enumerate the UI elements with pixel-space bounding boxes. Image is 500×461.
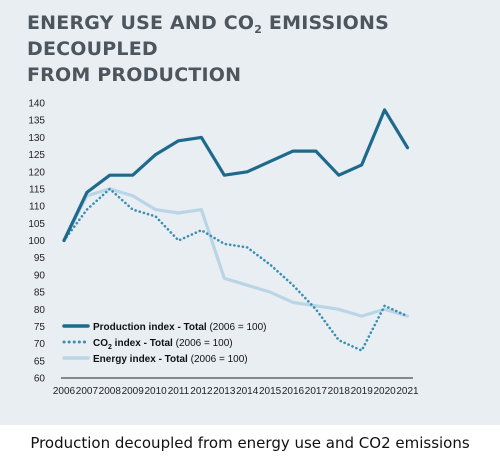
- title-line1-part1: ENERGY USE AND CO: [27, 12, 255, 34]
- x-tick-label: 2014: [236, 386, 259, 397]
- y-tick-label: 135: [28, 116, 45, 127]
- x-tick-label: 2011: [168, 386, 190, 397]
- title-line1-part2: EMISSIONS DECOUPLED: [27, 12, 390, 60]
- y-tick-label: 90: [34, 270, 46, 281]
- legend-label-production: Production index - Total (2006 = 100): [93, 322, 266, 333]
- legend-label-co2: CO2 index - Total (2006 = 100): [93, 338, 233, 351]
- legend-production-base: (2006 = 100): [207, 322, 267, 333]
- y-tick-label: 120: [28, 167, 45, 178]
- y-tick-label: 115: [29, 184, 45, 195]
- title-line2: FROM PRODUCTION: [27, 64, 242, 86]
- x-tick-label: 2012: [190, 386, 213, 397]
- legend-energy-base: (2006 = 100): [188, 354, 248, 365]
- series-line-production: [62, 108, 410, 243]
- y-tick-label: 85: [34, 288, 46, 299]
- y-tick-label: 105: [28, 219, 45, 230]
- y-tick-label: 100: [28, 236, 45, 247]
- x-tick-label: 2006: [53, 386, 76, 397]
- x-tick-label: 2008: [99, 386, 122, 397]
- y-tick-label: 80: [34, 305, 46, 316]
- y-tick-label: 70: [34, 339, 46, 350]
- series-lines: [62, 108, 410, 352]
- title-subscript: 2: [254, 23, 263, 36]
- y-tick-label: 60: [34, 374, 46, 385]
- line-chart: 60 65 70 75 80 85 90 95 100 105 110 115 120 125 130 135…: [28, 99, 419, 398]
- x-tick-label: 2010: [144, 386, 167, 397]
- x-tick-label: 2020: [373, 386, 396, 397]
- x-tick-label: 2016: [282, 386, 305, 397]
- legend-energy-name: Energy index - Total: [93, 354, 188, 365]
- x-tick-labels: 2006 2007 2008 2009 2010 2011 2012 2013 2014 2015…: [53, 386, 419, 397]
- y-tick-label: 65: [34, 356, 46, 367]
- y-tick-labels: 60 65 70 75 80 85 90 95 100 105 110 115 120 125 130 135…: [28, 99, 45, 385]
- chart-title: ENERGY USE AND CO2 EMISSIONS DECOUPLED FR…: [27, 10, 487, 88]
- y-tick-label: 125: [28, 150, 45, 161]
- legend-item-production: Production index - Total (2006 = 100): [62, 322, 266, 333]
- legend-item-co2: CO2 index - Total (2006 = 100): [62, 338, 233, 351]
- y-tick-label: 130: [28, 133, 45, 144]
- legend-production-name: Production index - Total: [93, 322, 207, 333]
- legend-co2-name-part1: CO: [93, 338, 108, 349]
- x-tick-label: 2018: [328, 386, 351, 397]
- legend-item-energy: Energy index - Total (2006 = 100): [62, 354, 248, 365]
- y-tick-label: 75: [34, 322, 46, 333]
- x-tick-label: 2017: [305, 386, 328, 397]
- series-line-co2: [62, 187, 409, 352]
- x-tick-label: 2019: [351, 386, 374, 397]
- y-tick-label: 140: [28, 99, 45, 110]
- legend-co2-base: (2006 = 100): [173, 338, 233, 349]
- x-tick-label: 2009: [122, 386, 145, 397]
- legend-co2-subscript: 2: [108, 344, 112, 351]
- y-tick-label: 95: [34, 253, 46, 264]
- series-line-energy: [62, 187, 410, 318]
- legend-co2-name-part2: index - Total: [112, 338, 173, 349]
- x-tick-label: 2015: [259, 386, 282, 397]
- image-caption: Production decoupled from energy use and…: [30, 434, 470, 452]
- x-tick-label: 2021: [396, 386, 419, 397]
- legend: Production index - Total (2006 = 100) CO…: [62, 322, 266, 365]
- legend-label-energy: Energy index - Total (2006 = 100): [93, 354, 248, 365]
- x-tick-label: 2007: [76, 386, 99, 397]
- x-tick-label: 2013: [213, 386, 236, 397]
- y-tick-label: 110: [29, 202, 45, 213]
